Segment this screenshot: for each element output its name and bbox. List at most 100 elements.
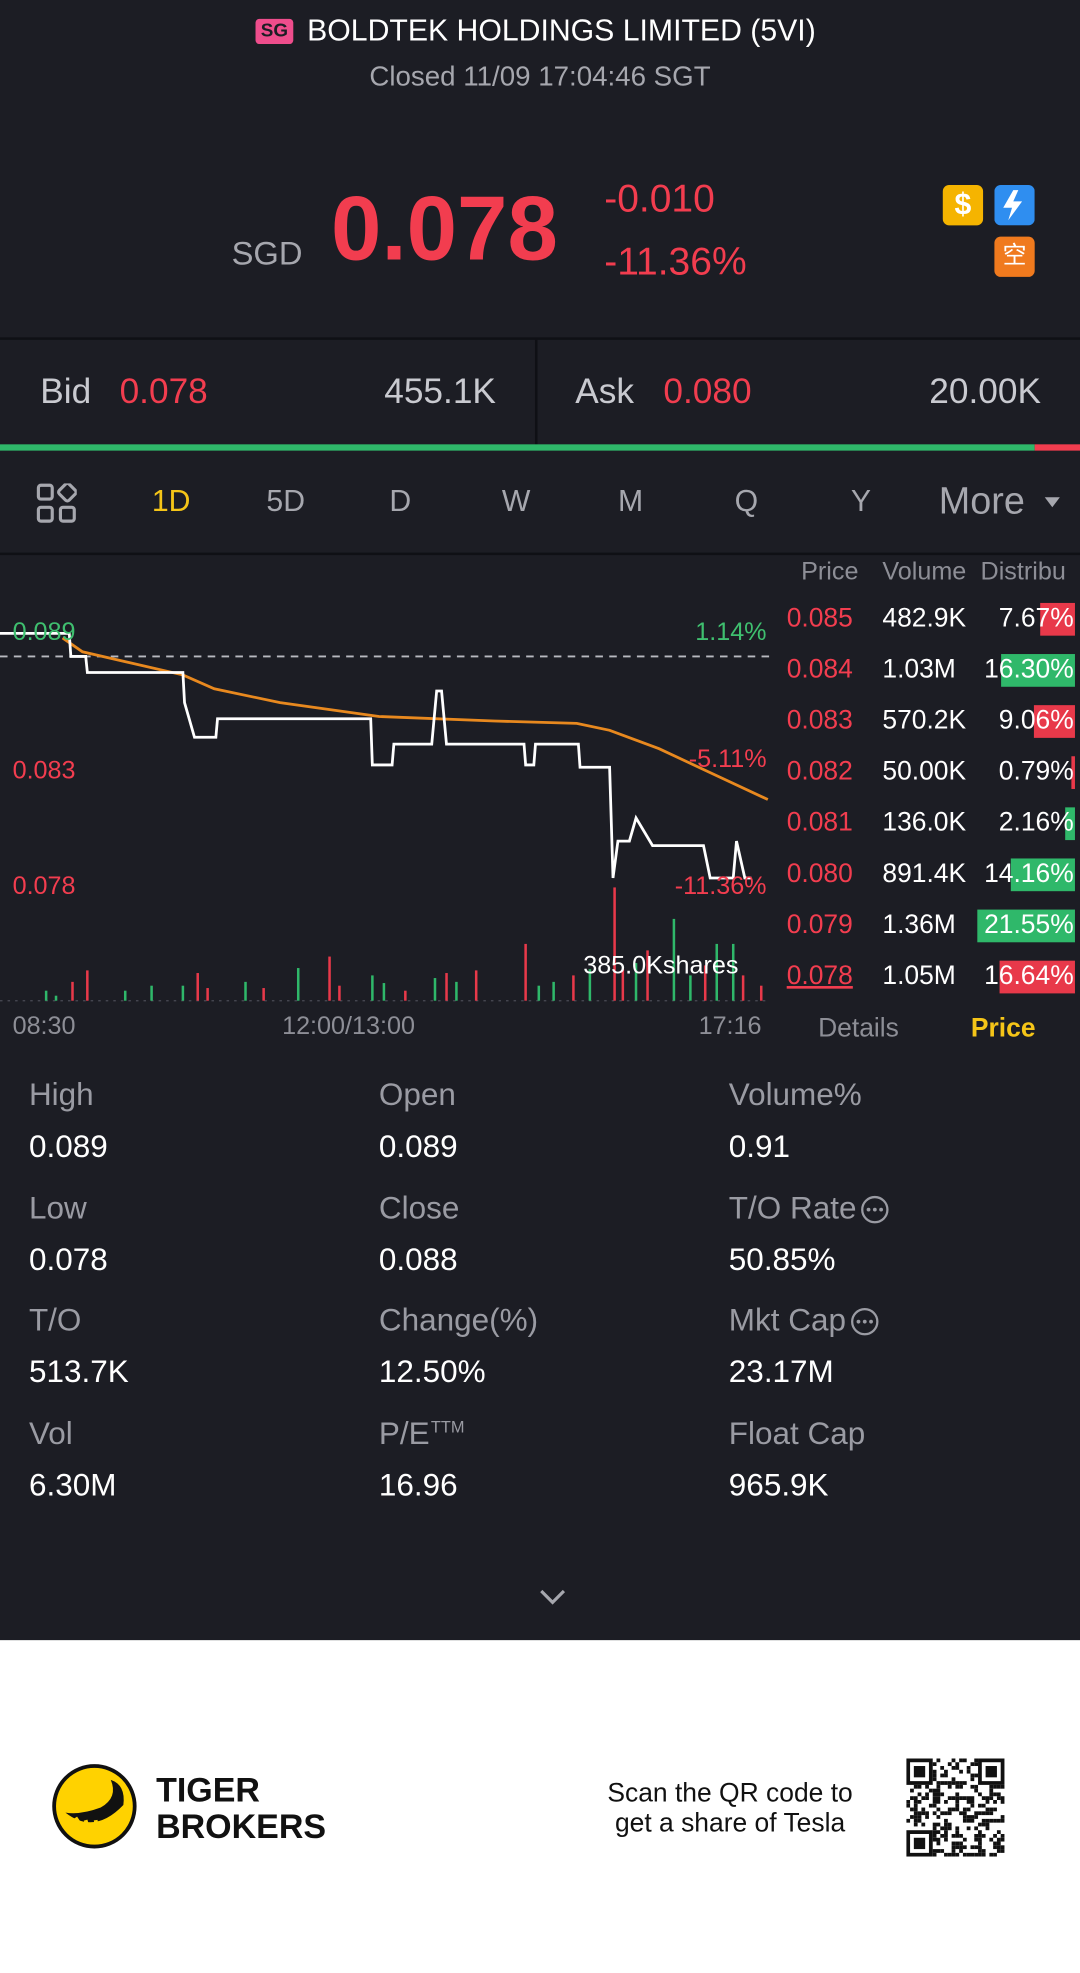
- currency: SGD: [231, 234, 303, 272]
- qr-module: [996, 1818, 1001, 1823]
- expand-chevron[interactable]: [539, 1589, 567, 1607]
- qr-module: [910, 1815, 914, 1819]
- stat-value: 513.7K: [28, 1354, 129, 1391]
- qr-module: [951, 1796, 956, 1800]
- info-icon[interactable]: [860, 1194, 890, 1224]
- qr-module: [917, 1811, 922, 1816]
- stat-label: T/O Rate: [728, 1190, 891, 1226]
- period-tab[interactable]: Y: [850, 484, 872, 519]
- y-tick-label: 0.083: [13, 756, 76, 784]
- divider: [534, 339, 538, 445]
- qr-module: [981, 1822, 986, 1827]
- depth-volume: 1.36M: [882, 909, 955, 939]
- qr-module: [921, 1822, 926, 1827]
- qr-module: [936, 1807, 941, 1812]
- volume-bar: [206, 988, 209, 1001]
- fast-icon[interactable]: [994, 185, 1035, 226]
- qr-module: [932, 1833, 937, 1838]
- qr-module: [940, 1833, 945, 1838]
- qr-module: [910, 1796, 914, 1800]
- qr-module: [944, 1830, 948, 1834]
- qr-module: [978, 1792, 982, 1797]
- qr-module: [974, 1852, 979, 1857]
- volume-bar: [621, 969, 625, 1001]
- qr-module: [970, 1773, 975, 1778]
- stock-title: BOLDTEK HOLDINGS LIMITED (5VI): [307, 13, 816, 48]
- qr-module: [993, 1818, 997, 1823]
- qr-module: [947, 1811, 952, 1816]
- depth-volume: 1.03M: [882, 653, 955, 683]
- qr-module: [981, 1818, 986, 1823]
- qr-module: [936, 1781, 941, 1785]
- volume-bar: [371, 975, 374, 1001]
- qr-module: [936, 1792, 941, 1797]
- stat-label-text: T/O Rate: [728, 1190, 857, 1226]
- qr-module: [989, 1818, 994, 1823]
- period-tab[interactable]: D: [389, 484, 412, 519]
- qr-module: [989, 1796, 994, 1800]
- short-icon[interactable]: 空: [994, 236, 1035, 277]
- period-tab[interactable]: 1D: [151, 484, 191, 519]
- qr-module: [944, 1822, 948, 1827]
- volume-bar: [537, 985, 541, 1001]
- qr-module: [944, 1833, 948, 1838]
- panel-tab[interactable]: Details: [818, 1013, 899, 1043]
- qr-module: [947, 1822, 952, 1827]
- qr-module: [959, 1784, 963, 1789]
- qr-module: [910, 1807, 914, 1812]
- period-tab[interactable]: Q: [734, 484, 759, 519]
- qr-module: [921, 1796, 926, 1800]
- qr-module: [962, 1815, 967, 1819]
- panel-tab[interactable]: Price: [971, 1013, 1036, 1043]
- qr-finder: [906, 1830, 933, 1857]
- layout-icon[interactable]: [36, 483, 77, 523]
- qr-module: [1000, 1833, 1005, 1838]
- depth-volume: 136.0K: [882, 807, 966, 837]
- period-tab[interactable]: 5D: [266, 484, 306, 519]
- info-icon[interactable]: [850, 1307, 880, 1337]
- qr-module: [906, 1799, 911, 1804]
- depth-pct: 21.55%: [984, 909, 1074, 939]
- volume-bar: [572, 975, 575, 1001]
- qr-module: [970, 1796, 975, 1800]
- qr-finder: [913, 1766, 926, 1778]
- qr-module: [932, 1826, 937, 1831]
- qr-module: [1000, 1845, 1005, 1850]
- ask-ratio: [1034, 444, 1080, 451]
- qr-module: [966, 1807, 971, 1812]
- qr-module: [1000, 1796, 1005, 1800]
- qr-module: [913, 1796, 918, 1800]
- y-tick-label: 0.078: [13, 872, 76, 900]
- qr-module: [959, 1781, 963, 1785]
- depth-price: 0.081: [787, 807, 853, 837]
- qr-module: [966, 1799, 971, 1804]
- qr-module: [917, 1792, 922, 1797]
- dropdown-arrow[interactable]: [1043, 496, 1061, 509]
- qr-module: [978, 1849, 982, 1853]
- period-tab[interactable]: W: [501, 484, 531, 519]
- qr-module: [951, 1781, 956, 1785]
- qr-module: [985, 1799, 990, 1804]
- y2-tick-label: 1.14%: [695, 618, 766, 646]
- stat-label: P/E TTM: [379, 1418, 465, 1450]
- qr-module: [928, 1803, 933, 1808]
- stat-label-text: Volume%: [728, 1077, 862, 1113]
- icon-dot: [856, 1320, 861, 1325]
- depth-price: 0.085: [787, 602, 853, 632]
- volume-bar: [672, 918, 676, 1001]
- qr-module: [962, 1837, 967, 1842]
- period-tab[interactable]: More: [938, 480, 1025, 523]
- qr-module: [993, 1833, 997, 1838]
- qr-module: [913, 1784, 918, 1789]
- qr-module: [944, 1811, 948, 1816]
- icon-dot: [862, 1320, 867, 1325]
- stat-value: 0.088: [378, 1241, 458, 1278]
- qr-module: [962, 1758, 967, 1763]
- qr-module: [936, 1799, 941, 1804]
- period-tab[interactable]: M: [618, 484, 644, 519]
- dividend-icon[interactable]: $: [942, 185, 984, 226]
- qr-module: [981, 1852, 986, 1857]
- qr-module: [966, 1815, 971, 1819]
- brand-line: TIGER: [156, 1771, 260, 1809]
